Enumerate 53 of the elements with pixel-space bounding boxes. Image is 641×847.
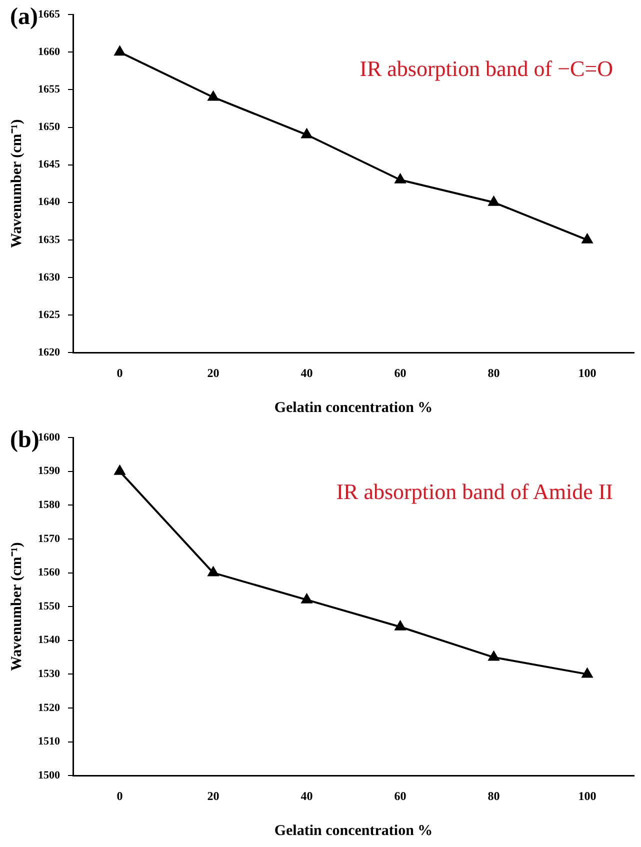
y-tick-label: 1655 (38, 84, 60, 96)
y-tick-label: 1630 (38, 271, 60, 284)
y-tick-label: 1580 (38, 499, 60, 512)
x-tick-label: 0 (116, 788, 123, 803)
point (394, 174, 406, 184)
y-tick-label: 1530 (38, 668, 60, 680)
y-tick-label: 1645 (38, 158, 60, 171)
x-tick-label: 80 (488, 788, 500, 803)
y-tick-label: 1635 (38, 234, 60, 246)
y-tick-label: 1550 (38, 600, 60, 612)
point (301, 128, 312, 138)
x-tick-label: 40 (300, 366, 313, 380)
y-tick-label: 1520 (38, 702, 60, 714)
x-tick-label: 60 (394, 366, 406, 380)
x-tick-label: 0 (116, 366, 123, 380)
y-tick-label: 1560 (38, 566, 60, 579)
y-tick-label: 1665 (38, 8, 60, 20)
point (582, 234, 593, 244)
x-tick-label: 100 (578, 788, 596, 803)
x-tick-label: 60 (394, 788, 406, 803)
y-tick-label: 1640 (38, 196, 60, 208)
annotation: IR absorption band of −C=O (360, 56, 613, 82)
point (488, 651, 500, 661)
y-tick-label: 1590 (38, 465, 60, 478)
y-axis-title: Wavenumber (cm⁻¹) (8, 542, 25, 671)
x-tick-label: 20 (207, 788, 220, 803)
x-axis-title: Gelatin concentration % (274, 400, 433, 416)
point (301, 594, 312, 604)
x-tick-label: 40 (300, 788, 313, 803)
chart-title: (b) (10, 427, 40, 454)
point (114, 465, 126, 475)
point (394, 620, 406, 630)
y-tick-label: 1540 (38, 634, 60, 646)
y-tick-label: 1510 (38, 736, 60, 748)
point (582, 668, 593, 678)
x-tick-label: 20 (207, 366, 220, 380)
y-tick-label: 1570 (38, 532, 60, 545)
x-tick-label: 80 (488, 366, 500, 380)
chart-title: (a) (10, 4, 38, 31)
y-tick-label: 1625 (38, 308, 60, 321)
x-axis-title: Gelatin concentration % (274, 822, 433, 839)
y-tick-label: 1650 (38, 121, 60, 134)
annotation: IR absorption band of Amide II (336, 479, 613, 505)
point (208, 91, 219, 101)
point (208, 566, 219, 576)
x-tick-label: 100 (578, 366, 596, 380)
y-tick-label: 1600 (38, 431, 60, 444)
point (488, 196, 500, 206)
point (114, 46, 126, 56)
y-axis-title: Wavenumber (cm⁻¹) (8, 119, 25, 248)
y-tick-label: 1500 (38, 769, 60, 782)
y-tick-label: 1660 (38, 46, 60, 58)
y-tick-label: 1620 (38, 346, 60, 358)
